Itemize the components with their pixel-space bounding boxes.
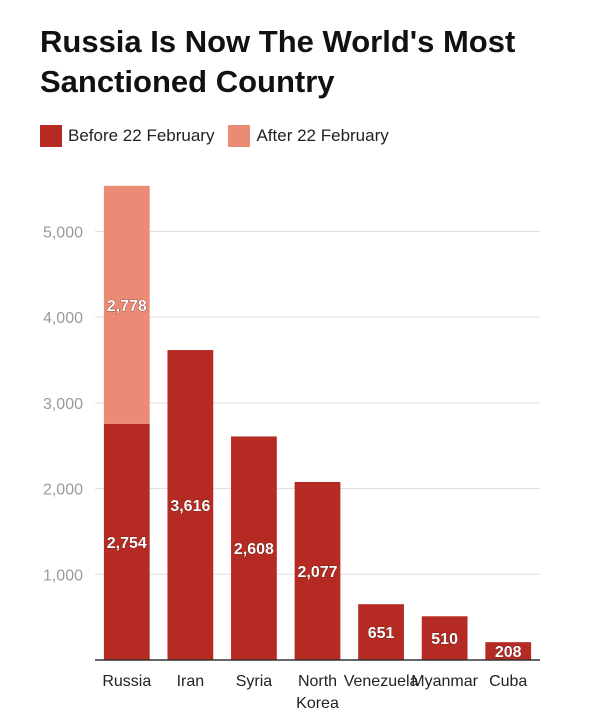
bar-north-korea-before: [294, 481, 341, 660]
x-tick-label: Cuba: [489, 673, 527, 690]
y-tick-label: 1,000: [43, 567, 83, 584]
data-label: 2,608: [234, 541, 274, 558]
axis-layer: 1,000 2,000 3,000 4,000 5,000 Russia Iran Syria…: [43, 224, 540, 712]
y-tick-label: 3,000: [43, 396, 83, 413]
bar-venezuela-before: [358, 604, 404, 660]
bar-myanmar-before: [421, 616, 468, 660]
bar-iran-before: [167, 350, 214, 660]
bar-cuba-before: [485, 642, 532, 660]
x-tick-label: Russia: [102, 673, 151, 690]
x-tick-label: North: [298, 673, 337, 690]
y-tick-label: 4,000: [43, 310, 83, 327]
bar-syria-before: [231, 436, 277, 660]
legend-swatch-after: [228, 125, 251, 147]
data-label: 510: [431, 631, 458, 648]
x-tick-label: Syria: [236, 673, 273, 690]
data-label: 651: [368, 625, 395, 642]
y-tick-label: 5,000: [43, 224, 83, 241]
bar-russia-before: [103, 423, 150, 660]
data-label: 2,778: [107, 298, 147, 315]
x-tick-label: Korea: [296, 695, 339, 712]
chart-legend: Before 22 February After 22 February: [40, 124, 403, 148]
legend-label-after: After 22 February: [256, 126, 389, 145]
chart-title: Russia Is Now The World's Most Sanctione…: [40, 24, 516, 99]
bar-layer: [103, 185, 532, 660]
data-label: 2,754: [107, 535, 147, 552]
y-tick-label: 2,000: [43, 482, 83, 499]
data-label: 208: [495, 644, 522, 661]
x-tick-label: Venezuela: [344, 673, 419, 690]
x-tick-label: Myanmar: [411, 673, 478, 690]
legend-item-before: Before 22 February: [40, 125, 214, 147]
x-tick-label: Iran: [177, 673, 205, 690]
data-label: 2,077: [297, 564, 337, 581]
data-label: 3,616: [170, 498, 210, 515]
legend-swatch-before: [40, 125, 62, 147]
label-layer: 2,754 2,778 3,616 2,608 2,077 651 510 208: [106, 298, 522, 662]
bar-russia-after: [103, 185, 150, 424]
legend-item-after: After 22 February: [228, 125, 389, 147]
legend-label-before: Before 22 February: [68, 126, 215, 145]
